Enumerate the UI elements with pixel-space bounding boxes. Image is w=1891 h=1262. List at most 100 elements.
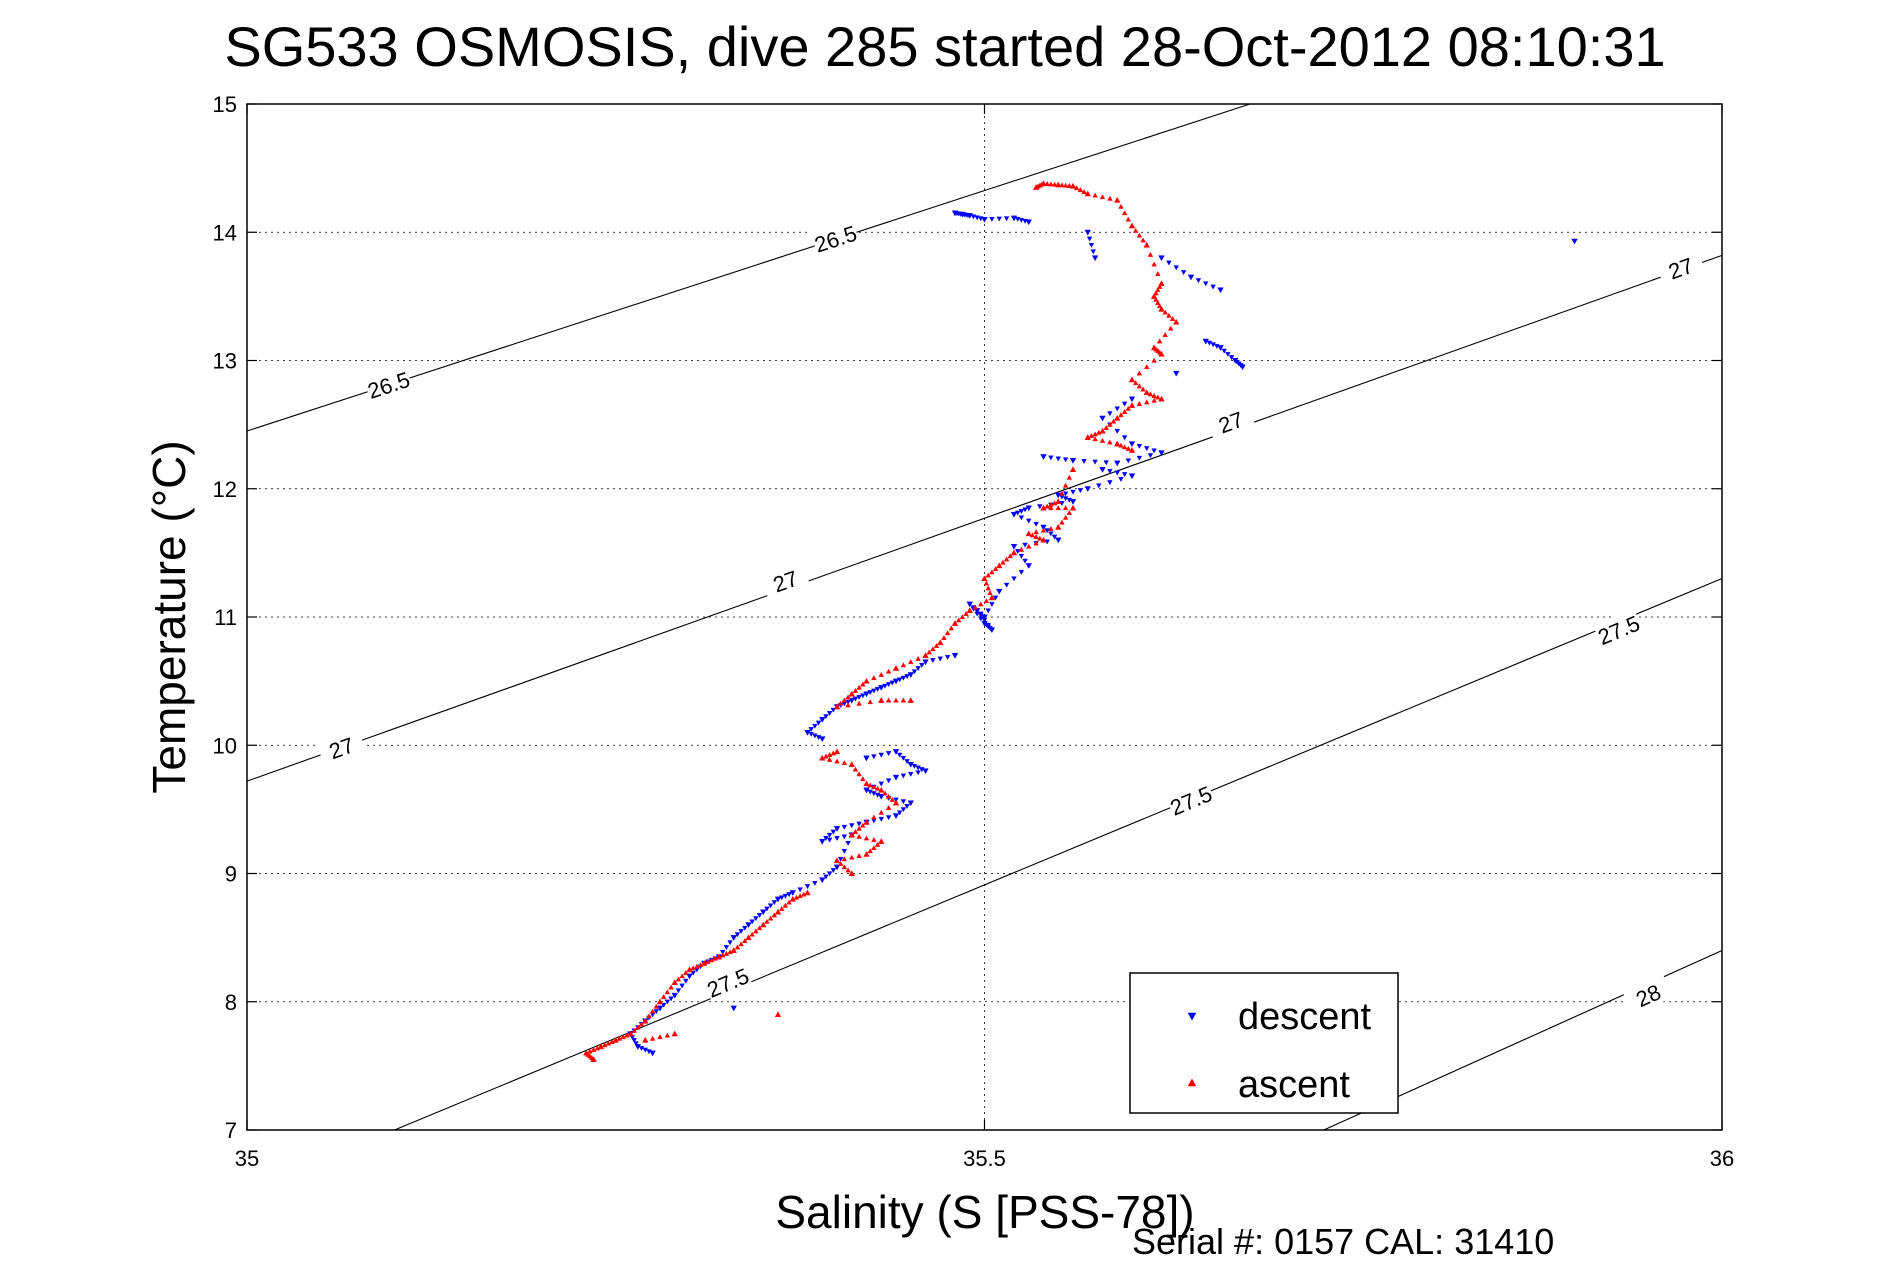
data-point-descent bbox=[1062, 457, 1069, 463]
data-point-ascent bbox=[863, 835, 870, 841]
data-point-descent bbox=[1096, 483, 1102, 489]
data-point-descent bbox=[1107, 468, 1113, 474]
data-point-ascent bbox=[745, 934, 752, 941]
data-point-descent bbox=[1173, 265, 1179, 271]
data-point-ascent bbox=[826, 752, 833, 757]
data-point-descent bbox=[1195, 278, 1202, 284]
data-point-ascent bbox=[1169, 316, 1176, 321]
data-point-descent bbox=[911, 763, 918, 769]
data-point-descent bbox=[1048, 531, 1054, 537]
data-point-ascent bbox=[727, 949, 733, 955]
y-tick-label: 15 bbox=[213, 92, 237, 117]
data-point-descent bbox=[1147, 453, 1154, 459]
data-point-ascent bbox=[878, 697, 885, 703]
data-point-descent bbox=[878, 752, 884, 758]
data-point-ascent bbox=[1140, 386, 1146, 392]
data-point-ascent bbox=[1062, 514, 1069, 520]
y-tick-label: 9 bbox=[225, 862, 237, 887]
data-point-ascent bbox=[841, 760, 848, 766]
data-point-ascent bbox=[1144, 399, 1150, 405]
data-point-ascent bbox=[1114, 414, 1121, 421]
data-point-ascent bbox=[774, 1011, 782, 1018]
data-point-ascent bbox=[708, 957, 715, 963]
data-point-ascent bbox=[1158, 350, 1165, 357]
data-point-ascent bbox=[1155, 299, 1161, 305]
data-point-ascent bbox=[951, 620, 959, 626]
data-point-ascent bbox=[987, 590, 993, 596]
data-point-descent bbox=[988, 627, 996, 634]
data-point-ascent bbox=[885, 668, 892, 674]
data-point-ascent bbox=[642, 1036, 649, 1043]
data-point-descent bbox=[1010, 511, 1018, 518]
data-point-ascent bbox=[1158, 280, 1165, 287]
data-point-ascent bbox=[778, 905, 785, 911]
data-point-ascent bbox=[1048, 505, 1054, 511]
data-point-ascent bbox=[878, 671, 884, 677]
data-point-descent bbox=[1018, 509, 1025, 515]
data-point-ascent bbox=[1110, 418, 1117, 424]
data-point-ascent bbox=[941, 635, 947, 640]
legend-label-descent: descent bbox=[1238, 996, 1372, 1038]
data-point-ascent bbox=[597, 1043, 605, 1050]
data-point-ascent bbox=[863, 850, 870, 857]
data-point-ascent bbox=[1000, 559, 1006, 565]
data-point-ascent bbox=[1128, 222, 1136, 229]
data-point-descent bbox=[812, 723, 818, 729]
data-point-ascent bbox=[889, 796, 896, 802]
legend-marker-ascent-shape bbox=[1187, 1078, 1197, 1087]
data-point-ascent bbox=[863, 677, 870, 684]
data-point-descent bbox=[978, 613, 984, 619]
data-point-ascent bbox=[1055, 498, 1062, 505]
data-point-ascent bbox=[1125, 405, 1132, 411]
data-point-ascent bbox=[1029, 532, 1036, 538]
data-point-descent bbox=[826, 832, 833, 838]
data-point-ascent bbox=[730, 947, 737, 953]
data-point-descent bbox=[1084, 229, 1091, 236]
data-point-ascent bbox=[767, 915, 774, 921]
data-point-ascent bbox=[892, 799, 900, 806]
data-point-ascent bbox=[705, 958, 711, 964]
data-point-ascent bbox=[1162, 332, 1168, 337]
data-point-ascent bbox=[697, 962, 704, 967]
data-point-ascent bbox=[856, 853, 862, 858]
data-point-ascent bbox=[1092, 431, 1098, 437]
data-point-descent bbox=[1088, 242, 1095, 248]
y-tick-label: 14 bbox=[213, 220, 237, 245]
data-point-descent bbox=[730, 1005, 737, 1012]
data-point-ascent bbox=[1151, 357, 1157, 363]
data-point-descent bbox=[1051, 534, 1058, 540]
data-point-ascent bbox=[996, 562, 1003, 569]
data-point-descent bbox=[860, 693, 866, 699]
contour-label-bg bbox=[1165, 779, 1216, 820]
data-point-descent bbox=[1090, 249, 1097, 255]
data-point-ascent bbox=[1018, 546, 1025, 552]
data-point-descent bbox=[1011, 576, 1017, 582]
data-point-descent bbox=[753, 916, 759, 922]
data-point-descent bbox=[837, 856, 844, 862]
data-point-descent bbox=[1040, 524, 1047, 531]
data-point-ascent bbox=[1025, 530, 1032, 537]
data-point-descent bbox=[871, 754, 877, 760]
data-point-descent bbox=[830, 829, 837, 835]
data-point-descent bbox=[671, 992, 678, 999]
data-point-ascent bbox=[826, 756, 833, 762]
data-point-ascent bbox=[594, 1045, 601, 1051]
data-point-descent bbox=[1571, 238, 1578, 245]
data-point-descent bbox=[1128, 396, 1136, 403]
y-tick-label: 12 bbox=[213, 477, 237, 502]
data-point-ascent bbox=[983, 580, 990, 586]
data-point-descent bbox=[904, 674, 910, 680]
data-point-ascent bbox=[841, 697, 848, 703]
data-point-ascent bbox=[1033, 534, 1039, 539]
data-point-descent bbox=[1070, 489, 1076, 495]
data-point-ascent bbox=[605, 1040, 612, 1046]
data-point-ascent bbox=[760, 921, 767, 928]
data-point-descent bbox=[812, 880, 818, 886]
data-point-descent bbox=[1128, 441, 1136, 448]
data-point-descent bbox=[734, 932, 741, 938]
data-point-descent bbox=[871, 791, 877, 797]
data-point-ascent bbox=[856, 700, 862, 706]
data-point-ascent bbox=[1167, 325, 1174, 331]
data-point-ascent bbox=[1062, 182, 1069, 188]
data-point-ascent bbox=[837, 700, 844, 706]
